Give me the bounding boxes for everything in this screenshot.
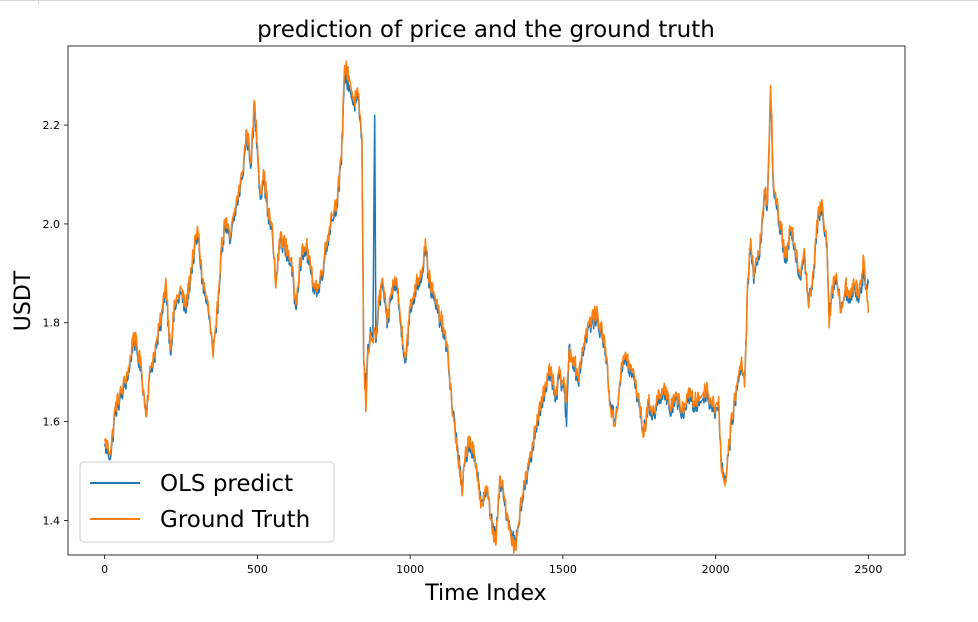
legend-box xyxy=(79,461,335,543)
plot-area-frame xyxy=(67,45,906,556)
y-tick-label: 1.4 xyxy=(43,514,61,527)
y-tick-label: 2.2 xyxy=(43,119,61,132)
x-tick-label: 1500 xyxy=(549,563,577,576)
y-tick-label: 1.8 xyxy=(43,317,61,330)
notebook-top-border xyxy=(0,0,978,4)
legend: OLS predict Ground Truth xyxy=(79,461,335,543)
series-lines xyxy=(103,60,870,554)
x-axis-ticks: 0 500 1000 1500 2000 2500 xyxy=(101,555,882,576)
x-axis-label: Time Index xyxy=(424,581,546,606)
y-tick-label: 2.0 xyxy=(43,218,61,231)
x-tick-label: 500 xyxy=(247,563,268,576)
legend-label-ground-truth: Ground Truth xyxy=(160,507,310,533)
y-axis-ticks: 1.4 1.6 1.8 2.0 2.2 xyxy=(43,119,68,527)
x-tick-label: 2000 xyxy=(702,563,730,576)
series-line-ground-truth xyxy=(103,60,870,554)
x-tick-label: 0 xyxy=(101,563,108,576)
legend-label-ols-predict: OLS predict xyxy=(160,471,293,497)
y-tick-label: 1.6 xyxy=(43,416,61,429)
chart-title: prediction of price and the ground truth xyxy=(257,17,715,43)
y-axis-label: USDT xyxy=(11,270,36,331)
x-tick-label: 1000 xyxy=(396,563,424,576)
notebook-top-border-notch xyxy=(38,0,39,4)
x-tick-label: 2500 xyxy=(854,563,882,576)
